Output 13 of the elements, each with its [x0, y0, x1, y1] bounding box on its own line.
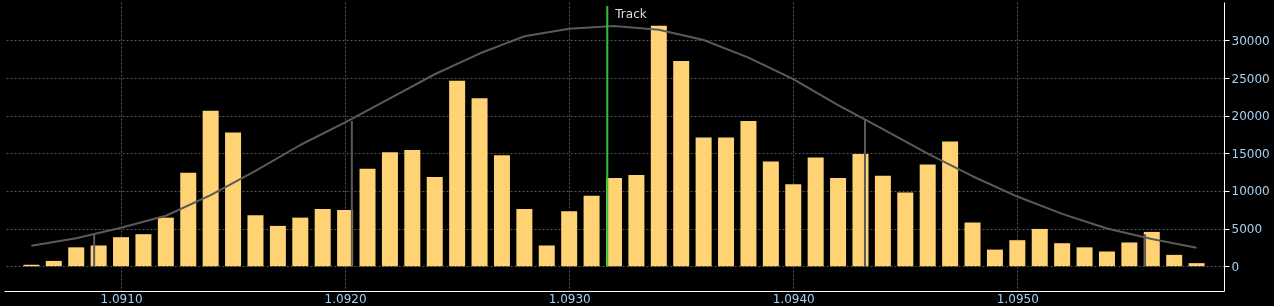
y-tick-label: 10000 — [1231, 184, 1270, 199]
x-tick-label: 1.0950 — [996, 291, 1039, 306]
x-tick-label: 1.0940 — [772, 291, 815, 306]
x-tick-label: 1.0930 — [548, 291, 591, 306]
y-tick-label: 25000 — [1231, 71, 1270, 86]
y-tick-label: 20000 — [1231, 109, 1270, 124]
y-tick-label: 30000 — [1231, 33, 1270, 48]
y-tick-label: 5000 — [1231, 222, 1263, 237]
x-tick-label: 1.0920 — [324, 291, 367, 306]
y-tick-label: 0 — [1231, 259, 1240, 274]
ref-line-label: Track — [614, 7, 647, 21]
y-tick-label: 15000 — [1231, 146, 1270, 161]
x-tick-label: 1.0910 — [100, 291, 143, 306]
